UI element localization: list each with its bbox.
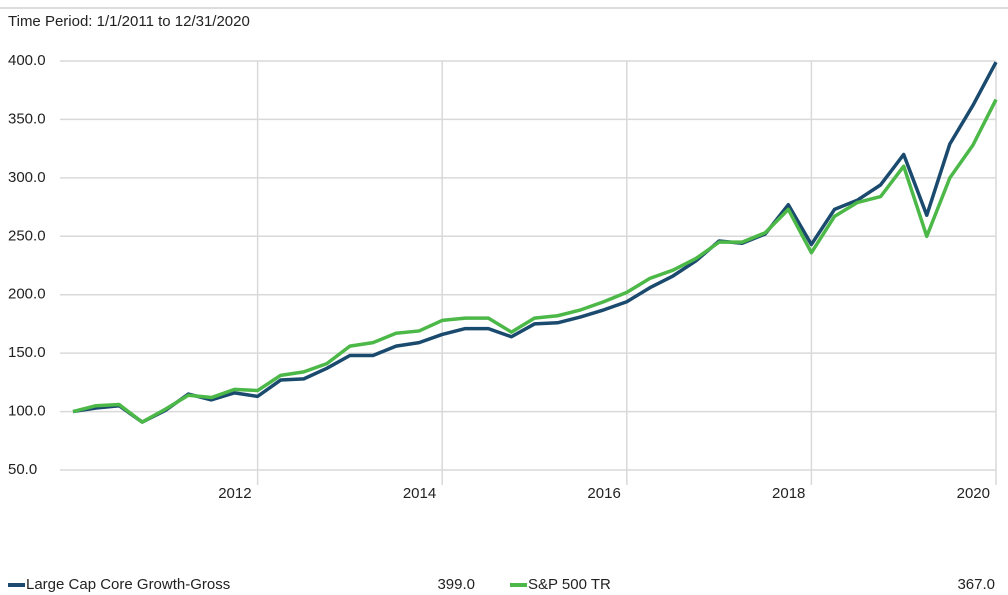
- y-tick-label: 300.0: [8, 169, 46, 186]
- y-tick-label: 100.0: [8, 403, 46, 420]
- y-tick-label: 400.0: [8, 52, 46, 69]
- x-tick-label: 2020: [957, 485, 990, 502]
- x-tick-label: 2018: [772, 485, 805, 502]
- y-tick-label: 150.0: [8, 344, 46, 361]
- y-tick-label: 350.0: [8, 110, 46, 127]
- legend-end-value: 367.0: [957, 576, 995, 593]
- legend-label: S&P 500 TR: [528, 576, 611, 593]
- series-line: [72, 98, 998, 424]
- x-tick-label: 2014: [403, 485, 436, 502]
- y-tick-label: 50.0: [8, 461, 37, 478]
- x-tick-label: 2016: [587, 485, 620, 502]
- legend-end-value: 399.0: [437, 576, 475, 593]
- chart-subtitle: Time Period: 1/1/2011 to 12/31/2020: [8, 13, 250, 30]
- y-tick-label: 250.0: [8, 227, 46, 244]
- y-tick-label: 200.0: [8, 286, 46, 303]
- x-tick-label: 2012: [218, 485, 251, 502]
- legend-label: Large Cap Core Growth-Gross: [26, 576, 230, 593]
- series-line: [72, 61, 998, 424]
